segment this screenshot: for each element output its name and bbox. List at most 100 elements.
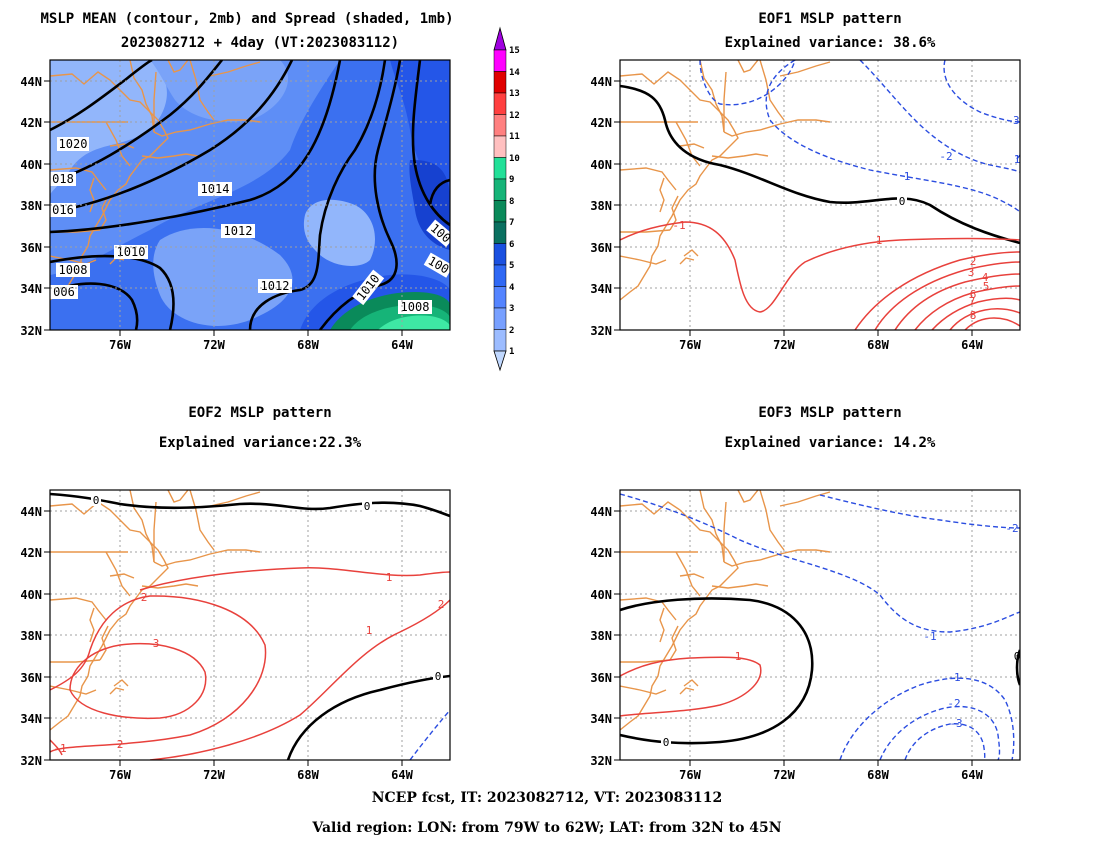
contour-label: 1 (1014, 153, 1021, 166)
isobars-mean (50, 60, 450, 330)
isobar-label: 1008 (59, 263, 88, 277)
contour-label: 2 (970, 255, 977, 268)
lat-tick-label: 44N (20, 75, 42, 89)
lon-tick-label: 76W (679, 338, 701, 352)
colorbar-label: 2 (509, 326, 514, 336)
lon-tick-label: 64W (391, 338, 413, 352)
isobar-label: 1020 (59, 137, 88, 151)
eof1-contour-labels: 0 1 -1 -2 -3 1 2 3 4 5 6 7 8 1 (672, 114, 1020, 322)
colorbar-label: 7 (509, 218, 514, 228)
lat-tick-label: 42N (20, 546, 42, 560)
lon-tick-label: 68W (867, 338, 889, 352)
panel-mean-title: MSLP MEAN (contour, 2mb) and Spread (sha… (40, 11, 453, 27)
isobar-label: 006 (53, 285, 75, 299)
panel-eof1: EOF1 MSLP pattern Explained variance: 38… (590, 11, 1021, 352)
isobar-label: 018 (52, 172, 74, 186)
contour-label: 0 (364, 500, 371, 513)
lat-tick-label: 42N (590, 116, 612, 130)
isobar-label-box (423, 252, 454, 278)
lat-tick-label: 40N (20, 588, 42, 602)
contour-label: 1 (876, 234, 883, 247)
lat-tick-label: 38N (20, 199, 42, 213)
lat-tick-label: 34N (20, 712, 42, 726)
panel-eof3-frame (619, 489, 1021, 761)
contour-label: 1 (366, 624, 373, 637)
lat-tick-label: 34N (590, 282, 612, 296)
colorbar-label: 3 (509, 304, 514, 314)
footer-valid-region: Valid region: LON: from 79W to 62W; LAT:… (311, 820, 781, 836)
lat-axis-mean: 44N 42N 40N 38N 36N 34N 32N (20, 75, 50, 338)
contour-label: -3 (1006, 114, 1019, 127)
contour-label: 3 (153, 637, 160, 650)
colorbar-label: 12 (509, 111, 520, 121)
lat-tick-label: 36N (590, 241, 612, 255)
gridlines-eof1 (619, 59, 1021, 331)
colorbar-label: 11 (509, 132, 520, 142)
lat-axis-eof2: 44N 42N 40N 38N 36N 34N 32N (20, 505, 50, 768)
lat-tick-label: 38N (20, 629, 42, 643)
lat-tick-label: 32N (590, 754, 612, 768)
colorbar-label: 6 (509, 240, 514, 250)
lon-tick-label: 64W (961, 338, 983, 352)
isobar-label: 016 (52, 203, 74, 217)
lat-tick-label: 40N (590, 588, 612, 602)
colorbar-label: 10 (509, 154, 520, 164)
contour-label: -2 (947, 697, 960, 710)
colorbar-min-arrow (493, 350, 507, 372)
contour-label: 6 (970, 288, 977, 301)
lon-tick-label: 76W (109, 768, 131, 782)
spread-colorbar: 15 14 13 12 11 10 9 8 7 6 5 4 3 2 1 (493, 26, 520, 372)
lat-tick-label: 44N (590, 505, 612, 519)
isobar-labels-mean: 1020 018 016 1014 1012 1010 1008 006 101… (50, 137, 456, 314)
lat-tick-label: 44N (590, 75, 612, 89)
lon-axis-eof2: 76W 72W 68W 64W (109, 760, 414, 782)
lon-tick-label: 76W (109, 338, 131, 352)
lat-tick-label: 42N (590, 546, 612, 560)
lat-tick-label: 44N (20, 505, 42, 519)
isobar-label-box (50, 203, 76, 217)
contour-label: -1 (53, 742, 66, 755)
isobar-label-box (56, 263, 90, 277)
lat-axis-eof1: 44N 42N 40N 38N 36N 34N 32N (590, 75, 620, 338)
contour-label: 0 (663, 736, 670, 749)
lat-tick-label: 38N (590, 629, 612, 643)
lat-tick-label: 32N (20, 754, 42, 768)
contour-label: -2 (1005, 522, 1018, 535)
isobar-label: 1012 (224, 224, 253, 238)
contour-label: 0 (1014, 650, 1021, 663)
lon-axis-eof1: 76W 72W 68W 64W (679, 330, 984, 352)
contour-label: 5 (983, 280, 990, 293)
isobar-label: 1014 (201, 182, 230, 196)
isobar-label: 1010 (117, 245, 146, 259)
colorbar-label: 15 (509, 46, 520, 56)
eof3-contours (620, 493, 1020, 760)
colorbar-label: 8 (509, 197, 514, 207)
colorbar-label: 1 (509, 347, 514, 357)
footer-forecast-info: NCEP fcst, IT: 2023082712, VT: 202308311… (372, 790, 723, 806)
contour-label: 2 (438, 598, 445, 611)
contour-label: 2 (141, 591, 148, 604)
eof3-contour-labels: -2 -1 1 0 -1 -2 -3 0 (661, 522, 1020, 749)
lon-tick-label: 72W (203, 768, 225, 782)
lat-tick-label: 32N (20, 324, 42, 338)
panel-eof2-subtitle: Explained variance:22.3% (159, 435, 362, 451)
lat-tick-label: 42N (20, 116, 42, 130)
panel-eof1-subtitle: Explained variance: 38.6% (725, 35, 936, 51)
lon-tick-label: 68W (297, 338, 319, 352)
lat-tick-label: 36N (20, 671, 42, 685)
colorbar-label: 5 (509, 261, 514, 271)
contour-label: 0 (435, 670, 442, 683)
coastline-eof3 (620, 490, 831, 731)
lon-tick-label: 68W (867, 768, 889, 782)
contour-label: -2 (939, 150, 952, 163)
isobar-label-box (352, 269, 385, 306)
figure-footer: NCEP fcst, IT: 2023082712, VT: 202308311… (311, 790, 781, 836)
lat-tick-label: 34N (590, 712, 612, 726)
isobar-label-box (50, 172, 76, 186)
isobar-label-box (398, 300, 432, 314)
contour-label: 8 (970, 309, 977, 322)
eof2-contour-labels: 0 0 1 2 3 1 2 2 -1 0 (53, 494, 444, 755)
contour-label: 1 (904, 170, 911, 183)
colorbar-max-arrow (493, 26, 507, 51)
